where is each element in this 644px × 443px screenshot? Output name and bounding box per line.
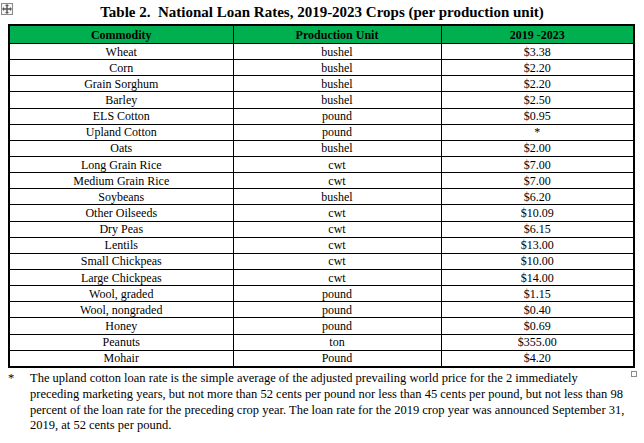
page-title: Table 2. National Loan Rates, 2019-2023 … (0, 2, 644, 22)
commodity-cell: ELS Cotton (9, 108, 233, 124)
unit-cell: pound (233, 318, 441, 334)
unit-cell: pound (233, 124, 441, 140)
rate-cell: $7.00 (441, 173, 634, 189)
unit-cell: cwt (233, 205, 441, 221)
commodity-cell: Honey (9, 318, 233, 334)
rate-cell: $0.95 (441, 108, 634, 124)
unit-cell: bushel (233, 76, 441, 92)
unit-cell: cwt (233, 237, 441, 253)
rate-cell: $10.09 (441, 205, 634, 221)
loan-rates-table: Commodity Production Unit 2019 -2023 Whe… (8, 24, 635, 368)
table-row: ELS Cottonpound$0.95 (9, 108, 634, 124)
unit-cell: bushel (233, 140, 441, 156)
footnote: * The upland cotton loan rate is the sim… (8, 371, 628, 434)
end-of-cell-marker-icon (631, 371, 637, 377)
header-cell: Commodity (9, 25, 233, 44)
table-row: Cornbushel$2.20 (9, 60, 634, 76)
rate-cell: $3.38 (441, 44, 634, 60)
rate-cell: $0.69 (441, 318, 634, 334)
rate-cell: $0.40 (441, 302, 634, 318)
table-row: Long Grain Ricecwt$7.00 (9, 156, 634, 172)
table-row: Small Chickpeascwt$10.00 (9, 253, 634, 269)
unit-cell: pound (233, 286, 441, 302)
header-cell: Production Unit (233, 25, 441, 44)
rate-cell: $6.15 (441, 221, 634, 237)
commodity-cell: Wheat (9, 44, 233, 60)
table-row: Oatsbushel$2.00 (9, 140, 634, 156)
rate-cell: $355.00 (441, 334, 634, 350)
table-header-row: Commodity Production Unit 2019 -2023 (9, 25, 634, 44)
table-row: Lentilscwt$13.00 (9, 237, 634, 253)
commodity-cell: Dry Peas (9, 221, 233, 237)
commodity-cell: Barley (9, 92, 233, 108)
table-row: Grain Sorghumbushel$2.20 (9, 76, 634, 92)
unit-cell: cwt (233, 221, 441, 237)
table-row: Wool, gradedpound$1.15 (9, 286, 634, 302)
commodity-cell: Oats (9, 140, 233, 156)
unit-cell: bushel (233, 92, 441, 108)
table-row: Soybeansbushel$6.20 (9, 189, 634, 205)
table-row: Peanutston$355.00 (9, 334, 634, 350)
table-row: Dry Peascwt$6.15 (9, 221, 634, 237)
commodity-cell: Medium Grain Rice (9, 173, 233, 189)
table-row: MohairPound$4.20 (9, 350, 634, 367)
unit-cell: bushel (233, 44, 441, 60)
unit-cell: bushel (233, 189, 441, 205)
commodity-cell: Long Grain Rice (9, 156, 233, 172)
commodity-cell: Soybeans (9, 189, 233, 205)
rate-cell: $2.20 (441, 76, 634, 92)
commodity-cell: Small Chickpeas (9, 253, 233, 269)
unit-cell: Pound (233, 350, 441, 367)
table-row: Wheatbushel$3.38 (9, 44, 634, 60)
commodity-cell: Wool, nongraded (9, 302, 233, 318)
unit-cell: cwt (233, 173, 441, 189)
table-row: Medium Grain Ricecwt$7.00 (9, 173, 634, 189)
rate-cell: $2.20 (441, 60, 634, 76)
rate-cell: $4.20 (441, 350, 634, 367)
rate-cell: * (441, 124, 634, 140)
unit-cell: ton (233, 334, 441, 350)
table-row: Other Oilseedscwt$10.09 (9, 205, 634, 221)
rate-cell: $10.00 (441, 253, 634, 269)
rate-cell: $7.00 (441, 156, 634, 172)
unit-cell: cwt (233, 269, 441, 285)
table-row: Barleybushel$2.50 (9, 92, 634, 108)
rate-cell: $2.50 (441, 92, 634, 108)
commodity-cell: Upland Cotton (9, 124, 233, 140)
unit-cell: cwt (233, 253, 441, 269)
footnote-marker: * (8, 371, 30, 434)
rate-cell: $2.00 (441, 140, 634, 156)
table-body: Wheatbushel$3.38Cornbushel$2.20Grain Sor… (9, 44, 634, 368)
table-row: Wool, nongradedpound$0.40 (9, 302, 634, 318)
unit-cell: cwt (233, 156, 441, 172)
commodity-cell: Wool, graded (9, 286, 233, 302)
footnote-text: The upland cotton loan rate is the simpl… (30, 371, 628, 434)
commodity-cell: Large Chickpeas (9, 269, 233, 285)
rate-cell: $13.00 (441, 237, 634, 253)
header-cell: 2019 -2023 (441, 25, 634, 44)
commodity-cell: Corn (9, 60, 233, 76)
rate-cell: $14.00 (441, 269, 634, 285)
rate-cell: $6.20 (441, 189, 634, 205)
commodity-cell: Grain Sorghum (9, 76, 233, 92)
commodity-cell: Lentils (9, 237, 233, 253)
table-row: Upland Cottonpound* (9, 124, 634, 140)
unit-cell: pound (233, 302, 441, 318)
table-row: Large Chickpeascwt$14.00 (9, 269, 634, 285)
table-row: Honeypound$0.69 (9, 318, 634, 334)
rate-cell: $1.15 (441, 286, 634, 302)
unit-cell: bushel (233, 60, 441, 76)
unit-cell: pound (233, 108, 441, 124)
commodity-cell: Other Oilseeds (9, 205, 233, 221)
commodity-cell: Mohair (9, 350, 233, 367)
commodity-cell: Peanuts (9, 334, 233, 350)
